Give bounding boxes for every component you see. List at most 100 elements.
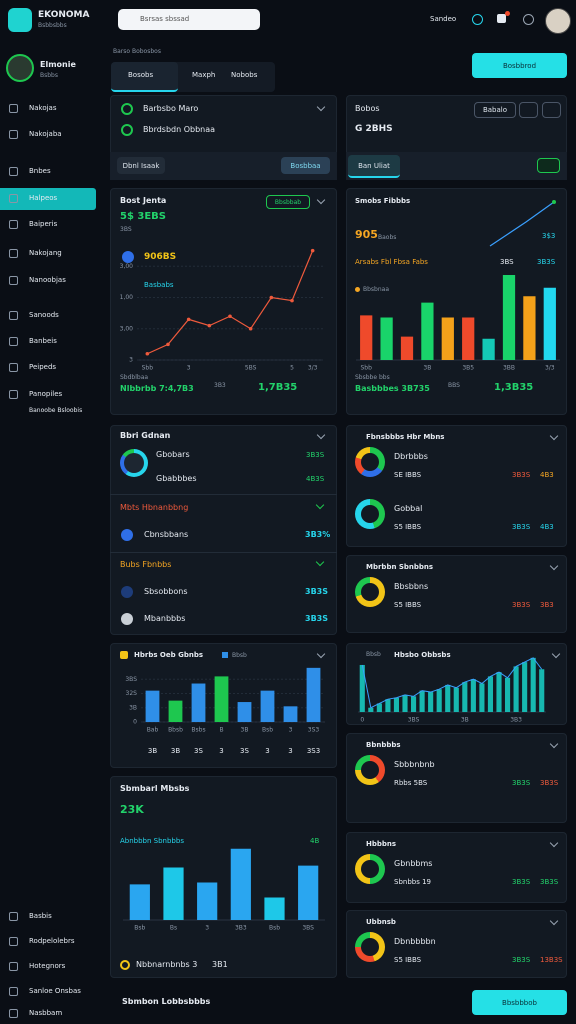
bar [368,707,374,712]
nav-icon [9,1009,18,1018]
badge: Bbsbbab [266,195,310,209]
nav-item[interactable]: Sanloe Onsbas [29,987,81,995]
row-label: Cbnsbbans [144,530,189,539]
nav-item[interactable]: Baiperis [29,220,58,228]
tab-active[interactable] [111,62,178,92]
card-title: Hbbbns [366,840,397,848]
bar [360,315,373,360]
logo [8,8,32,32]
nav-item[interactable]: Nakojas [29,104,57,112]
nav-item[interactable]: Banoobe Bsloobis [29,407,83,414]
nav-item[interactable]: Banbeis [29,337,57,345]
footer-button[interactable]: Bbsbbbob [472,990,567,1015]
icon-button[interactable] [542,102,561,118]
x-tick-label: Bab [147,727,159,734]
bar [502,275,516,360]
user-name: Sandeo [430,15,457,23]
point [145,351,150,356]
footer-value: 3S [194,747,203,755]
row-value: 3B3 [540,601,554,609]
footer-value: Basbbbes 3B735 [355,384,430,393]
section-title: Bubs Fbnbbs [120,560,172,569]
legend: Basbabs [144,281,174,289]
bar [197,882,218,920]
card-title: Smobs Fibbbs [355,197,411,205]
footer-value: 3B [170,747,181,755]
icon-button[interactable] [537,158,560,173]
nav-item[interactable]: Nanoobjas [29,276,66,284]
tab[interactable]: Maxph [192,71,216,79]
button[interactable]: Bosbbaa [281,157,330,174]
icon-button[interactable] [519,102,538,118]
x-tick-label: B [219,727,223,734]
row-label: Gbnbbms [394,859,433,868]
nav-item[interactable]: Hotegnors [29,962,66,970]
donut-hole [361,761,379,779]
search-box[interactable] [118,9,260,30]
nav-item[interactable]: Peipeds [29,363,57,371]
tab[interactable]: Bosobs [128,71,154,79]
button[interactable]: Dbnl Isaak [117,157,165,174]
row-label: Sbbbnbnb [394,760,435,769]
legend-dot [355,287,360,292]
notification-icon[interactable] [497,14,506,23]
bar [283,706,298,722]
bar [145,690,160,722]
nav-item[interactable]: Nasbbam [29,1009,63,1017]
nav-item[interactable]: Halpeos [29,194,58,202]
legend: Bbsbnaa [363,286,390,293]
row-value: 4B3 [540,523,554,531]
tagline: Bsbbsbbs [38,22,67,29]
figure-note: Baobs [378,234,397,241]
figure: 5$ 3EBS [120,211,167,222]
y-tick-label: 3,00 [120,263,134,270]
donut-hole [361,860,379,878]
nav-item[interactable]: Panopiles [29,390,63,398]
account-row: Barbsbo Maro [143,104,199,113]
row-value: 3B3S [512,523,531,531]
card-title: Bbnbbbs [366,741,401,749]
nav-item[interactable]: Nakojaba [29,130,62,138]
icon [120,960,130,970]
brand: EKONOMA [38,10,90,20]
nav-item[interactable]: Basbis [29,912,52,920]
button[interactable]: Babalo [474,102,516,118]
row-sub: SE IBBS [394,471,422,479]
bar [530,657,536,712]
bar [522,662,528,712]
nav-icon [9,130,18,139]
row-value: 3B3S [306,451,325,459]
icon [121,586,133,598]
card-title: Mbrbbn Sbnbbns [366,563,434,571]
point [166,342,170,347]
bar [306,667,321,722]
avatar[interactable] [545,8,571,34]
icon [121,613,133,625]
nav-item[interactable]: Sanoods [29,311,59,319]
primary-button[interactable]: Bosbbrod [472,53,567,78]
legend: 906BS [144,252,177,262]
nav-icon [9,912,18,921]
bar [264,897,285,920]
donut-hole [361,505,379,523]
nav-item[interactable]: Rodpelolebrs [29,937,75,945]
card-title: Hbrbs Oeb Gbnbs [134,651,203,659]
legend-swatch [222,652,228,658]
icon[interactable] [472,14,483,25]
nav-icon [9,363,18,372]
bar [487,676,494,712]
bar [260,690,275,722]
donut-hole [361,583,379,601]
badge [505,11,510,16]
footer-value: 1,7B35 [258,382,298,393]
x-tick-label: Sbb [360,365,372,372]
nav-icon [9,337,18,346]
legend: Bbsb [366,651,381,658]
pill[interactable]: Ban Uliat [348,155,400,178]
nav-item[interactable]: Nakojang [29,249,62,257]
nav-item[interactable]: Bnbes [29,167,51,175]
icon[interactable] [523,14,534,25]
row-value: 4B3S [306,475,325,483]
tab[interactable]: Nobobs [231,71,258,79]
row-value: 3B3S [305,587,328,596]
